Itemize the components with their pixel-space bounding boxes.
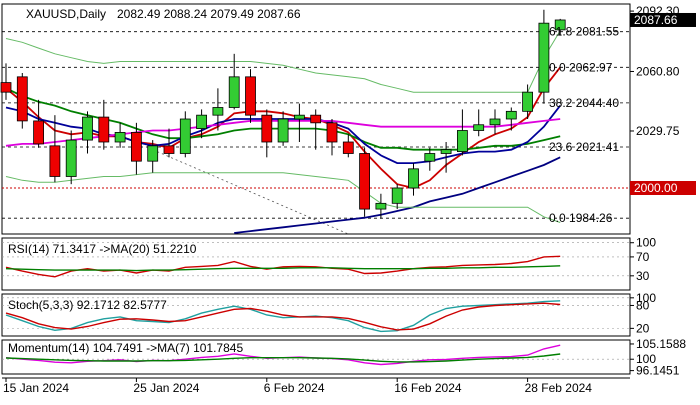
stoch-axis-label: 80 bbox=[636, 298, 650, 312]
candle-body bbox=[16, 76, 28, 122]
rsi-axis-label: 100 bbox=[636, 236, 656, 250]
candle-body bbox=[98, 116, 110, 143]
x-tick-label: 15 Jan 2024 bbox=[3, 381, 69, 395]
mom-series-line bbox=[5, 353, 561, 363]
rsi-series-line bbox=[5, 265, 561, 272]
candle-body bbox=[473, 124, 485, 131]
candle-body bbox=[277, 118, 289, 143]
rsi-axis-label: 30 bbox=[636, 269, 650, 283]
mom-axis-label: 100 bbox=[636, 352, 656, 366]
candle-body bbox=[424, 153, 436, 162]
stoch-series-line bbox=[5, 302, 561, 331]
mom-axis-label: 105.1588 bbox=[636, 337, 686, 351]
price-indicator-line bbox=[5, 30, 561, 93]
mom-axis-label: 96.1451 bbox=[636, 364, 680, 378]
candle-body bbox=[554, 19, 566, 31]
x-tick-label: 28 Feb 2024 bbox=[525, 381, 593, 395]
candle-body bbox=[147, 145, 159, 162]
candle-body bbox=[326, 122, 338, 143]
rsi-label: RSI(14) 71.3417 ->MA(20) 51.2210 bbox=[8, 242, 197, 256]
candle-body bbox=[179, 118, 191, 154]
fib-level-label: 0.0 2062.97 bbox=[549, 60, 613, 74]
chart-header-ohlc: 2082.49 2088.24 2079.49 2087.66 bbox=[117, 7, 301, 21]
candle-body bbox=[359, 153, 371, 210]
grid-layer bbox=[2, 10, 696, 382]
candle-body bbox=[33, 120, 44, 145]
stoch-panel-frame bbox=[1, 293, 631, 337]
rsi-axis-label: 70 bbox=[636, 250, 650, 264]
price-indicator-line bbox=[234, 156, 561, 234]
stoch-axis-label: 100 bbox=[636, 291, 656, 305]
candle-body bbox=[163, 145, 175, 154]
fib-level-label: 38.2 2044.40 bbox=[549, 96, 619, 110]
candle-body bbox=[65, 139, 77, 177]
candle-body bbox=[456, 130, 468, 152]
level-2000-label: 2000.00 bbox=[634, 181, 678, 195]
chart-labels: XAUUSD,Daily 2082.49 2088.24 2079.49 208… bbox=[3, 4, 686, 395]
last-price-box bbox=[630, 12, 696, 27]
candle-body bbox=[82, 116, 93, 141]
rsi-panel-frame bbox=[1, 237, 631, 291]
stoch-axis-label: 20 bbox=[636, 321, 650, 335]
stoch-series-line bbox=[5, 300, 561, 333]
candle-body bbox=[310, 114, 322, 124]
price-axis-label: 2092.30 bbox=[636, 4, 680, 18]
price-indicator-line bbox=[5, 172, 561, 223]
candle-body bbox=[375, 202, 387, 210]
trendline bbox=[152, 149, 349, 235]
fib-level-label: 61.8 2081.55 bbox=[549, 25, 619, 39]
x-tick-label: 16 Feb 2024 bbox=[394, 381, 462, 395]
candle-body bbox=[228, 76, 240, 108]
candle-body bbox=[49, 145, 61, 177]
panel-frames bbox=[1, 3, 631, 379]
candle-body bbox=[408, 168, 419, 189]
price-axis-label: 2029.75 bbox=[636, 124, 680, 138]
candle-body bbox=[522, 91, 533, 112]
candle-body bbox=[212, 107, 224, 116]
candle-body bbox=[391, 187, 403, 204]
candle-body bbox=[0, 82, 12, 93]
candle-body bbox=[440, 149, 452, 154]
x-tick-label: 25 Jan 2024 bbox=[133, 381, 199, 395]
candle-body bbox=[489, 118, 501, 126]
stoch-label: Stoch(5,3,3) 92.1712 82.5777 bbox=[8, 298, 167, 312]
chart-header-symbol: XAUUSD,Daily bbox=[26, 7, 106, 21]
level-2000-box bbox=[630, 181, 696, 195]
momentum-label: Momentum(14) 104.7491 ->MA(7) 101.7845 bbox=[8, 341, 243, 355]
mom-panel-frame bbox=[1, 339, 631, 375]
fib-level-label: 23.6 2021.41 bbox=[549, 140, 619, 154]
candle-body bbox=[505, 110, 517, 120]
fib-level-label: 0.0 1984.26 bbox=[549, 211, 613, 225]
price-panel-frame bbox=[1, 3, 631, 235]
oscillator-lines bbox=[5, 255, 561, 366]
candle-body bbox=[196, 114, 208, 129]
x-tick-label: 6 Feb 2024 bbox=[264, 381, 325, 395]
price-axis-label: 2060.80 bbox=[636, 64, 680, 78]
candle-body bbox=[245, 76, 256, 116]
candle-body bbox=[293, 114, 305, 120]
last-price-label: 2087.66 bbox=[634, 13, 678, 27]
candle-body bbox=[538, 22, 550, 93]
candle-body bbox=[114, 132, 126, 143]
candles bbox=[0, 9, 566, 219]
candle-body bbox=[130, 132, 142, 162]
candle-body bbox=[261, 114, 273, 143]
candle-body bbox=[342, 141, 354, 154]
rsi-series-line bbox=[5, 255, 561, 278]
